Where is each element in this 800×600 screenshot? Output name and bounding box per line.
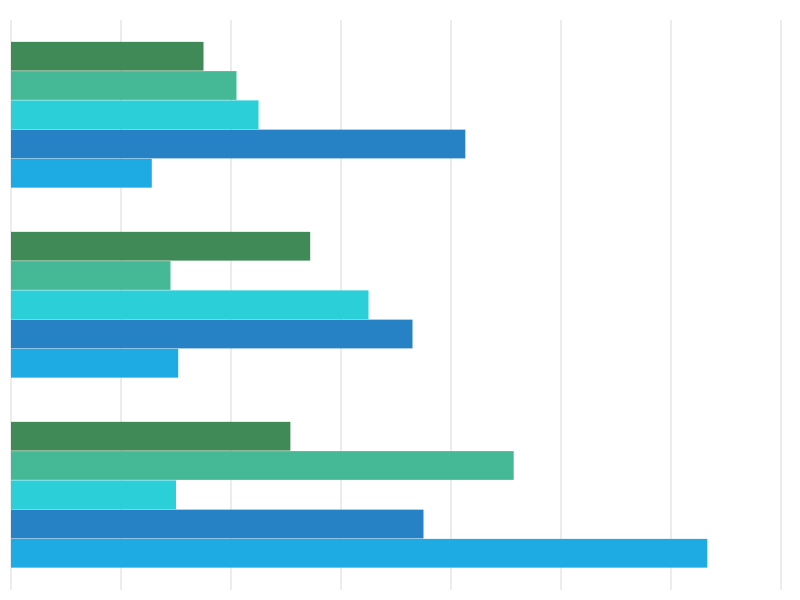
bar — [11, 158, 152, 188]
bar — [11, 290, 369, 320]
bar — [11, 261, 171, 290]
bar — [11, 538, 708, 568]
bar — [11, 451, 514, 480]
bar — [11, 319, 413, 349]
bar — [11, 41, 204, 71]
bar — [11, 348, 179, 378]
bar — [11, 231, 311, 261]
bar — [11, 100, 259, 130]
bar — [11, 71, 237, 100]
bar — [11, 421, 291, 451]
bar — [11, 129, 466, 159]
bar — [11, 480, 176, 510]
bar — [11, 509, 424, 539]
